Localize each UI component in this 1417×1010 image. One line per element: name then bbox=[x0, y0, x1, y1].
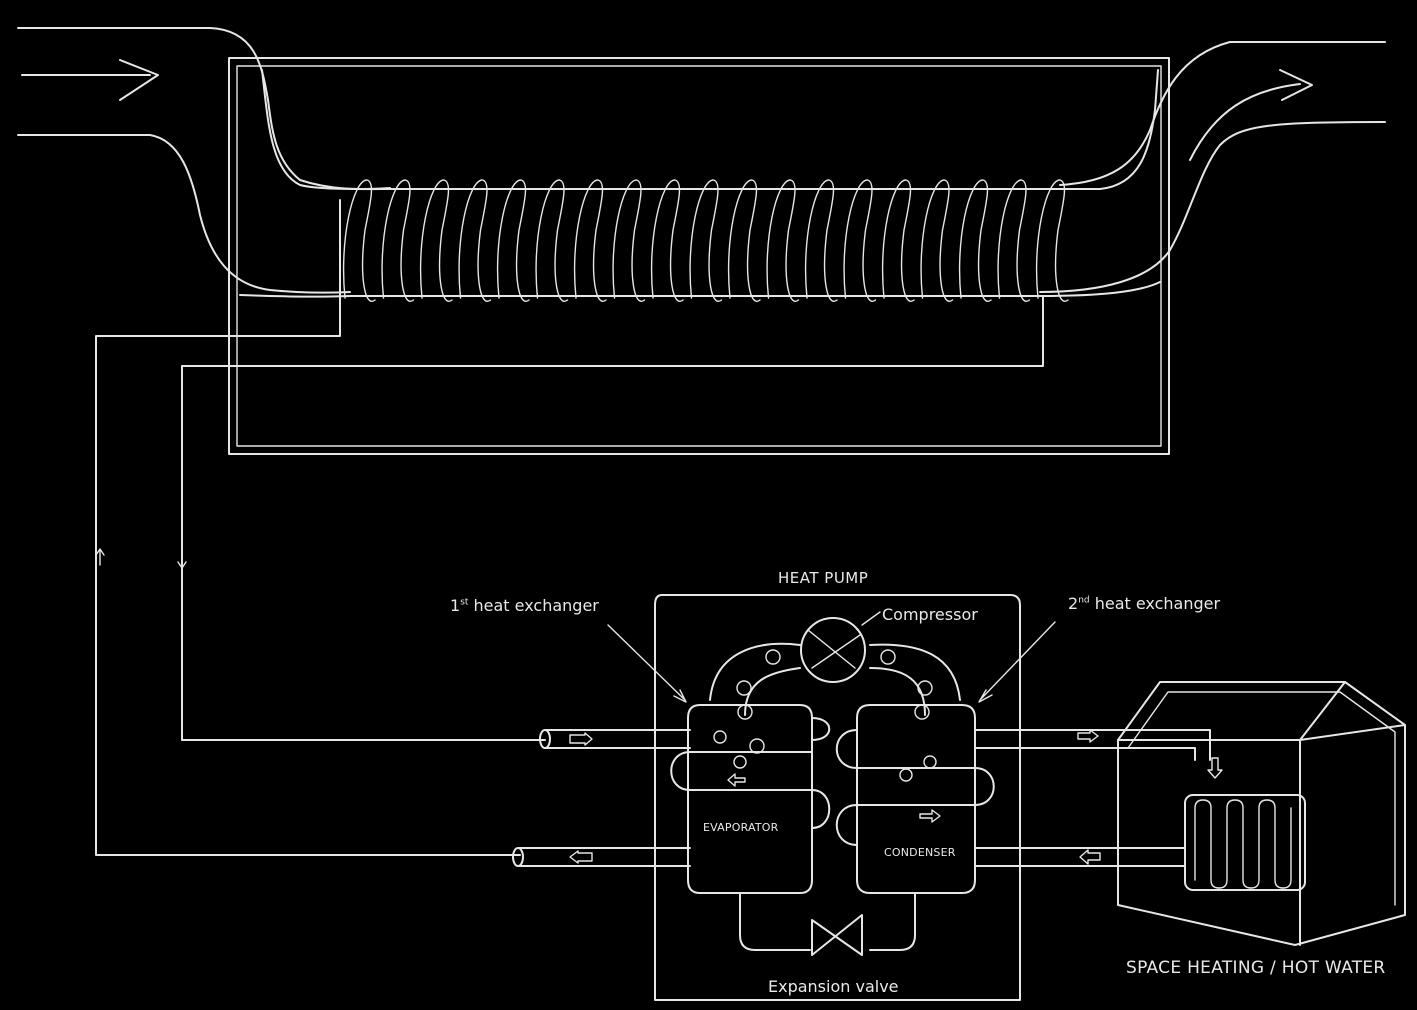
loop-bolts bbox=[736, 649, 933, 720]
coil-turn bbox=[381, 179, 415, 302]
collector-box-inner bbox=[236, 65, 1162, 447]
supply-pipe bbox=[181, 295, 1044, 741]
first-hx-text: heat exchanger bbox=[473, 596, 599, 615]
first-hx-sup: st bbox=[460, 597, 469, 608]
coil-turn bbox=[689, 179, 723, 302]
expansion-valve-label: Expansion valve bbox=[768, 977, 899, 996]
expansion-valve bbox=[739, 892, 916, 956]
radiator-coil bbox=[1184, 794, 1306, 891]
source-outlet-pipe bbox=[512, 847, 691, 867]
coil-turn bbox=[997, 179, 1031, 302]
heating-supply-pipe bbox=[974, 729, 1223, 779]
coil-turn bbox=[958, 179, 992, 302]
condenser bbox=[835, 704, 995, 894]
flow-tube-top bbox=[261, 69, 1159, 191]
flow-tube-bottom bbox=[239, 281, 1161, 298]
first-hx-pointer bbox=[607, 624, 687, 703]
heat-pump-title: HEAT PUMP bbox=[778, 569, 869, 587]
second-hx-sup: nd bbox=[1078, 595, 1090, 606]
coil-turn bbox=[881, 179, 915, 302]
coil-turn bbox=[342, 179, 376, 302]
second-hx-pointer bbox=[978, 621, 1056, 703]
heat-exchange-coil bbox=[342, 179, 1069, 302]
evaporator bbox=[670, 704, 831, 894]
condenser-label: CONDENSER bbox=[884, 846, 956, 859]
second-hx-text: heat exchanger bbox=[1094, 594, 1221, 613]
coil-turn bbox=[496, 179, 530, 302]
flow-down-arrow bbox=[177, 554, 187, 569]
coil-turn bbox=[1035, 179, 1069, 302]
compressor-label: Compressor bbox=[882, 605, 978, 624]
loop-left-top-inner bbox=[744, 667, 801, 716]
coil-turn bbox=[419, 179, 453, 302]
first-heat-exchanger-label: 1st heat exchanger bbox=[450, 596, 599, 615]
coil-turn bbox=[650, 179, 684, 302]
coil-turn bbox=[727, 179, 761, 302]
loop-left-top bbox=[709, 642, 801, 701]
loop-right-top bbox=[869, 643, 961, 701]
coil-turn bbox=[458, 179, 492, 302]
coil-turn bbox=[612, 179, 646, 302]
collector-box bbox=[228, 57, 1170, 455]
heat-pump-casing bbox=[654, 594, 1021, 1001]
evaporator-label: EVAPORATOR bbox=[703, 821, 779, 834]
compressor bbox=[800, 617, 866, 683]
inlet-arrow bbox=[21, 59, 159, 101]
coil-turn bbox=[843, 179, 877, 302]
source-inlet-pipe bbox=[539, 729, 691, 749]
second-heat-exchanger-label: 2nd heat exchanger bbox=[1068, 594, 1220, 613]
second-hx-num: 2 bbox=[1068, 594, 1079, 613]
coil-turn bbox=[535, 179, 569, 302]
house bbox=[1117, 681, 1406, 946]
coil-turn bbox=[920, 179, 954, 302]
coil-turn bbox=[573, 179, 607, 302]
outlet-duct bbox=[1039, 41, 1386, 293]
outlet-arrow bbox=[1189, 69, 1313, 161]
inlet-duct bbox=[17, 27, 391, 294]
return-pipe bbox=[95, 199, 521, 856]
heating-return-pipe bbox=[974, 847, 1186, 867]
compressor-pointer bbox=[861, 611, 881, 626]
first-hx-num: 1 bbox=[450, 596, 461, 615]
coil-turn bbox=[804, 179, 838, 302]
flow-up-arrow bbox=[95, 548, 105, 566]
coil-turn bbox=[766, 179, 800, 302]
space-heating-label: SPACE HEATING / HOT WATER bbox=[1126, 958, 1386, 978]
